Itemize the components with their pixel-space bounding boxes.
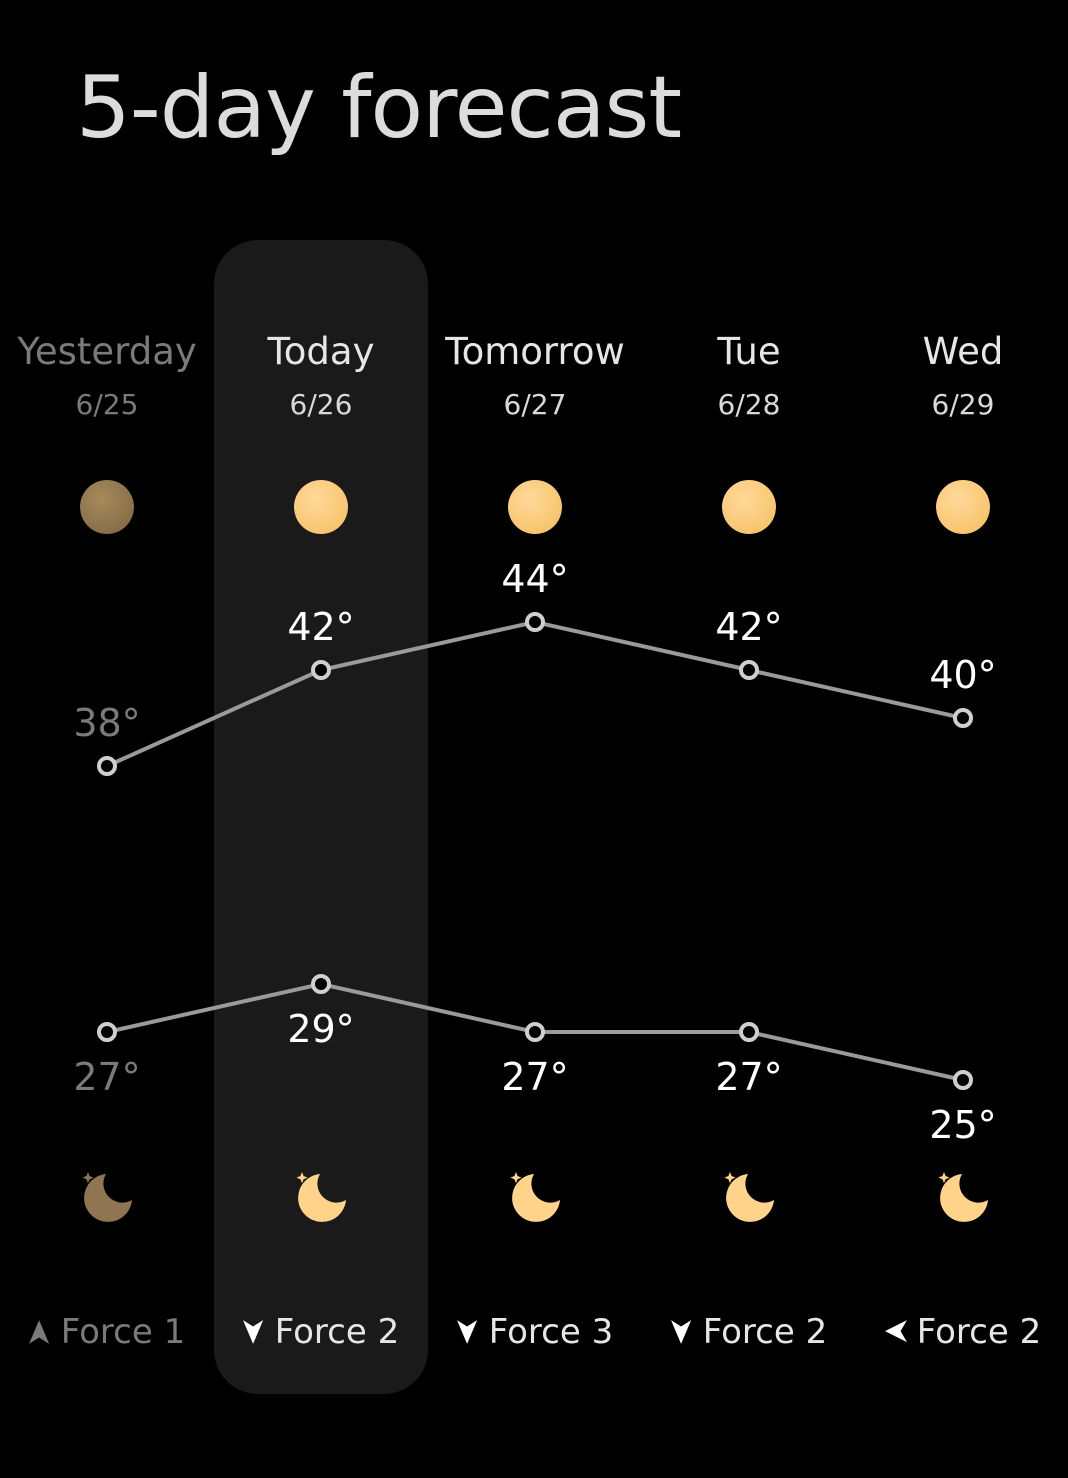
day-column-tomorrow[interactable]: Tomorrow 6/27 Force 3 xyxy=(428,0,642,1478)
day-column-yesterday[interactable]: Yesterday 6/25 Force 1 xyxy=(0,0,214,1478)
wind-info: Force 2 xyxy=(856,1312,1068,1352)
sun-icon xyxy=(722,480,776,534)
wind-info: Force 2 xyxy=(214,1312,428,1352)
wind-info: Force 3 xyxy=(428,1312,642,1352)
low-temp-point xyxy=(311,974,331,994)
moon-icon xyxy=(76,1166,136,1226)
moon-icon xyxy=(290,1166,350,1226)
day-column-today[interactable]: Today 6/26 Force 2 xyxy=(214,0,428,1478)
wind-info: Force 1 xyxy=(0,1312,214,1352)
low-temp-label: 27° xyxy=(501,1055,568,1099)
high-temp-label: 42° xyxy=(715,605,782,649)
wind-force: Force 2 xyxy=(274,1312,400,1352)
wind-arrow-down-icon xyxy=(670,1314,693,1344)
day-name: Tue xyxy=(717,330,781,373)
wind-force: Force 2 xyxy=(916,1312,1042,1352)
high-temp-label: 44° xyxy=(501,557,568,601)
wind-force: Force 1 xyxy=(60,1312,186,1352)
day-date: 6/28 xyxy=(717,388,781,421)
high-temp-label: 40° xyxy=(929,653,996,697)
high-temp-line xyxy=(106,619,964,768)
sun-icon xyxy=(936,480,990,534)
day-name: Tomorrow xyxy=(445,330,625,373)
wind-arrow-left-icon xyxy=(884,1314,907,1343)
sun-icon xyxy=(80,480,134,534)
high-temp-label: 38° xyxy=(73,701,140,745)
wind-arrow-up-icon xyxy=(28,1314,51,1344)
sun-icon xyxy=(294,480,348,534)
low-temp-point xyxy=(525,1022,545,1042)
high-temp-point xyxy=(311,660,331,680)
high-temp-point xyxy=(525,612,545,632)
low-temp-point xyxy=(97,1022,117,1042)
high-temp-point xyxy=(739,660,759,680)
moon-icon xyxy=(504,1166,564,1226)
day-name: Yesterday xyxy=(17,330,197,373)
low-temp-label: 29° xyxy=(287,1007,354,1051)
moon-icon xyxy=(932,1166,992,1226)
high-temp-point xyxy=(953,708,973,728)
day-name: Today xyxy=(267,330,375,373)
day-date: 6/29 xyxy=(931,388,995,421)
low-temp-point xyxy=(739,1022,759,1042)
high-temp-point xyxy=(97,756,117,776)
day-date: 6/27 xyxy=(503,388,567,421)
wind-arrow-down-icon xyxy=(242,1314,265,1344)
low-temp-label: 25° xyxy=(929,1103,996,1147)
low-temp-point xyxy=(953,1070,973,1090)
low-temp-label: 27° xyxy=(73,1055,140,1099)
high-temp-label: 42° xyxy=(287,605,354,649)
day-date: 6/26 xyxy=(289,388,353,421)
wind-force: Force 3 xyxy=(488,1312,614,1352)
wind-info: Force 2 xyxy=(642,1312,856,1352)
day-column-tue[interactable]: Tue 6/28 Force 2 xyxy=(642,0,856,1478)
sun-icon xyxy=(508,480,562,534)
day-date: 6/25 xyxy=(75,388,139,421)
day-column-wed[interactable]: Wed 6/29 Force 2 xyxy=(856,0,1068,1478)
wind-force: Force 2 xyxy=(702,1312,828,1352)
moon-icon xyxy=(718,1166,778,1226)
wind-arrow-down-icon xyxy=(456,1314,479,1344)
low-temp-label: 27° xyxy=(715,1055,782,1099)
page-title: 5-day forecast xyxy=(76,58,682,158)
day-name: Wed xyxy=(922,330,1004,373)
